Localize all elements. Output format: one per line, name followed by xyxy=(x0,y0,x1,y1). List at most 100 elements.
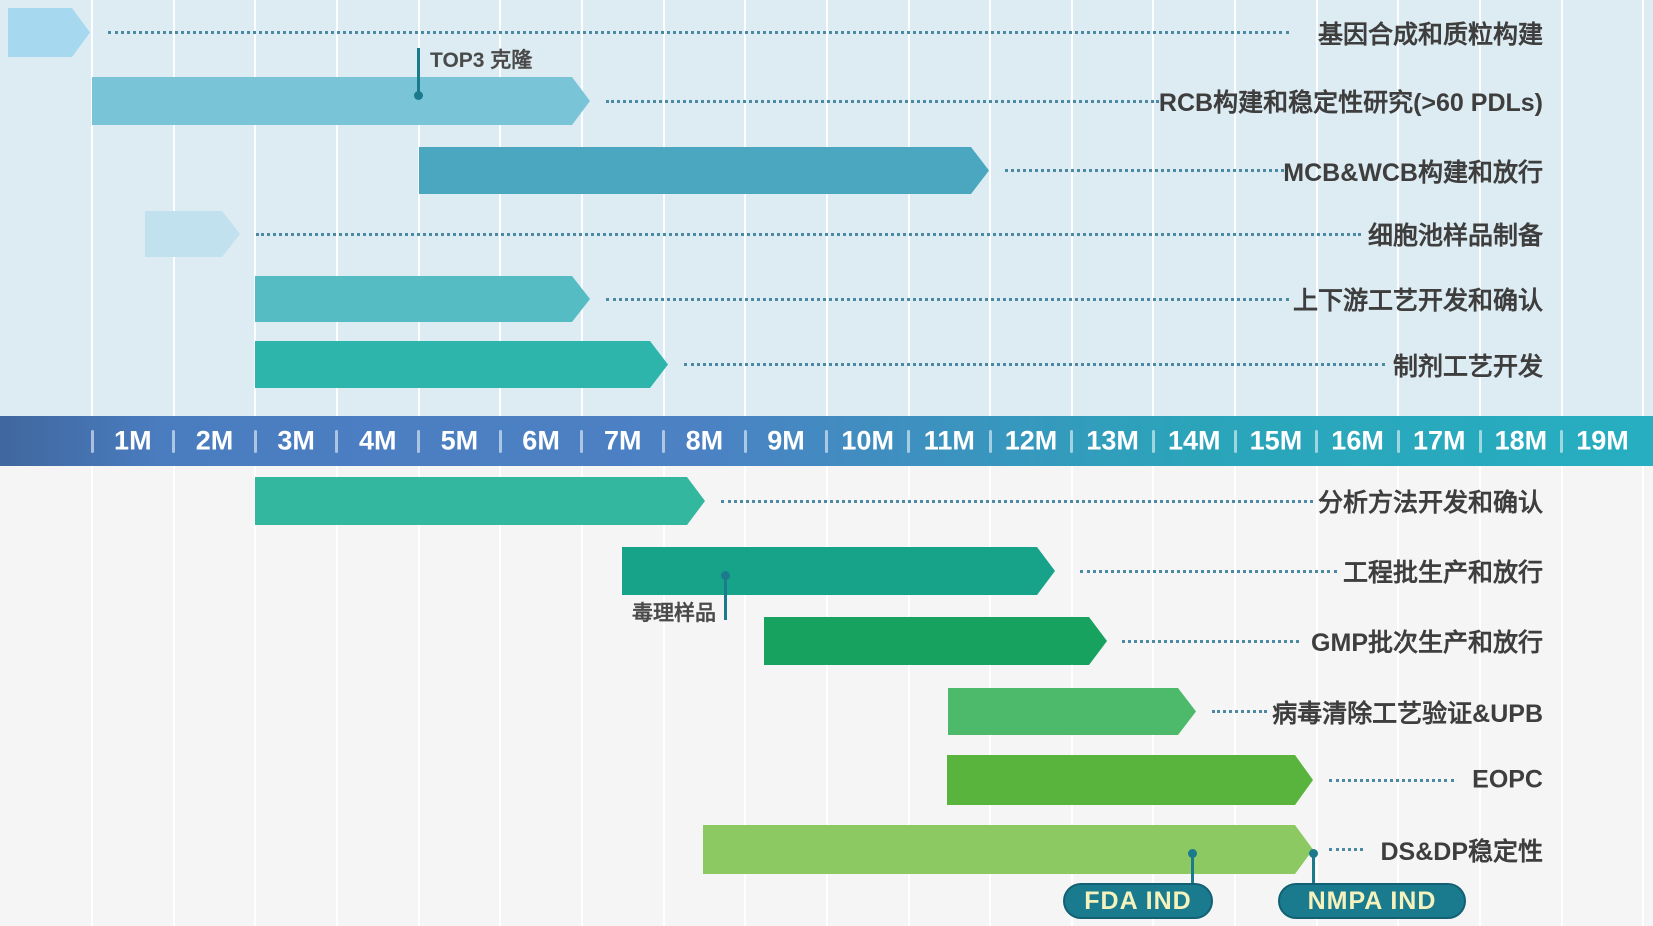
month-gridline xyxy=(826,466,828,926)
axis-month-label: 1M xyxy=(114,425,152,456)
month-gridline xyxy=(499,466,501,926)
axis-month-label: 13M xyxy=(1086,425,1139,456)
axis-month-label: 11M xyxy=(923,425,975,456)
axis-tick xyxy=(172,430,176,453)
axis-tick xyxy=(907,430,910,453)
month-gridline xyxy=(1642,466,1644,926)
month-gridline xyxy=(581,0,583,416)
month-gridline xyxy=(908,0,910,416)
month-gridline xyxy=(663,0,665,416)
month-gridline xyxy=(1642,0,1644,416)
task-bar-3 xyxy=(145,211,240,257)
axis-month-label: 15M xyxy=(1249,425,1303,456)
leader-line xyxy=(1005,169,1284,172)
month-gridline xyxy=(908,466,910,926)
task-bar-9 xyxy=(948,688,1196,735)
nmpa-ind-badge: NMPA IND xyxy=(1278,883,1466,919)
task-bar-5 xyxy=(255,341,668,388)
task-label-2: MCB&WCB构建和放行 xyxy=(1283,158,1543,187)
axis-month-label: 16M xyxy=(1331,425,1384,456)
task-label-1: RCB构建和稳定性研究(>60 PDLs) xyxy=(1158,89,1543,117)
month-gridline xyxy=(1234,0,1236,416)
month-gridline xyxy=(581,466,583,926)
month-gridline xyxy=(1071,0,1073,416)
month-gridline xyxy=(418,0,420,416)
month-gridline xyxy=(1316,466,1318,926)
top3-clone-label: TOP3 克隆 xyxy=(430,49,533,72)
axis-month-label: 10M xyxy=(841,425,894,456)
axis-tick xyxy=(1233,430,1237,453)
leader-line xyxy=(684,363,1385,366)
task-bar-2 xyxy=(419,147,989,194)
task-label-8: GMP批次生产和放行 xyxy=(1311,629,1543,657)
month-gridline xyxy=(1479,466,1481,926)
task-label-7: 工程批生产和放行 xyxy=(1342,559,1543,587)
axis-tick xyxy=(1396,430,1400,453)
axis-tick xyxy=(580,430,584,453)
task-label-9: 病毒清除工艺验证&UPB xyxy=(1272,699,1543,728)
month-gridline xyxy=(1234,466,1236,926)
month-gridline xyxy=(418,466,420,926)
month-gridline xyxy=(744,466,746,926)
task-bar-8 xyxy=(764,617,1107,665)
task-label-11: DS&DP稳定性 xyxy=(1380,837,1543,866)
task-bar-11 xyxy=(703,825,1313,874)
nmpa-ind-marker-line xyxy=(1311,857,1315,884)
leader-line xyxy=(108,31,1289,34)
leader-line xyxy=(256,232,1361,236)
month-gridline xyxy=(1561,0,1563,416)
axis-month-label: 2M xyxy=(195,425,234,456)
leader-line xyxy=(1080,569,1337,573)
month-gridline xyxy=(254,466,256,926)
task-bar-7 xyxy=(622,547,1055,595)
axis-tick xyxy=(1151,430,1155,453)
leader-line xyxy=(1329,848,1363,851)
month-gridline xyxy=(1397,466,1399,926)
axis-tick xyxy=(1315,430,1319,453)
month-gridline xyxy=(1316,0,1318,416)
axis-month-label: 19M xyxy=(1576,425,1629,456)
axis-month-label: 3M xyxy=(277,425,315,456)
task-bar-4 xyxy=(255,276,590,322)
task-bar-0 xyxy=(8,8,90,57)
month-gridline xyxy=(91,466,93,926)
leader-line xyxy=(606,99,1159,103)
axis-month-label: 5M xyxy=(440,425,479,456)
month-gridline xyxy=(1397,0,1399,416)
tox-sample-label: 毒理样品 xyxy=(632,602,716,625)
task-label-5: 制剂工艺开发 xyxy=(1392,352,1543,381)
month-gridline xyxy=(826,0,828,416)
month-gridline xyxy=(1152,0,1154,416)
axis-month-label: 4M xyxy=(359,425,397,456)
month-gridline xyxy=(499,0,501,416)
task-label-3: 细胞池样品制备 xyxy=(1367,222,1543,250)
axis-tick xyxy=(1560,430,1564,453)
leader-line xyxy=(1122,639,1299,643)
month-gridline xyxy=(336,466,338,926)
leader-line xyxy=(606,297,1289,301)
axis-tick xyxy=(253,430,257,453)
axis-tick xyxy=(825,430,829,453)
axis-month-label: 8M xyxy=(685,425,724,456)
task-label-4: 上下游工艺开发和确认 xyxy=(1292,287,1543,315)
axis-month-label: 18M xyxy=(1494,425,1548,456)
axis-tick xyxy=(417,430,421,453)
tox-sample-marker-dot xyxy=(720,570,730,580)
tox-sample-marker-line xyxy=(723,574,727,620)
month-gridline xyxy=(1561,466,1563,926)
axis-month-label: 12M xyxy=(1004,425,1058,456)
top3-clone-marker-line xyxy=(416,48,420,95)
axis-month-label: 6M xyxy=(522,425,560,456)
leader-line xyxy=(1329,778,1454,782)
month-gridline xyxy=(336,0,338,416)
axis-tick xyxy=(662,430,666,453)
fda-ind-marker-dot xyxy=(1187,848,1197,858)
fda-ind-marker-line xyxy=(1190,857,1194,884)
month-gridline xyxy=(1479,0,1481,416)
axis-month-label: 7M xyxy=(603,425,642,456)
axis-month-label: 17M xyxy=(1412,425,1466,456)
month-gridline xyxy=(173,466,175,926)
month-gridline xyxy=(663,466,665,926)
axis-tick xyxy=(743,430,747,453)
